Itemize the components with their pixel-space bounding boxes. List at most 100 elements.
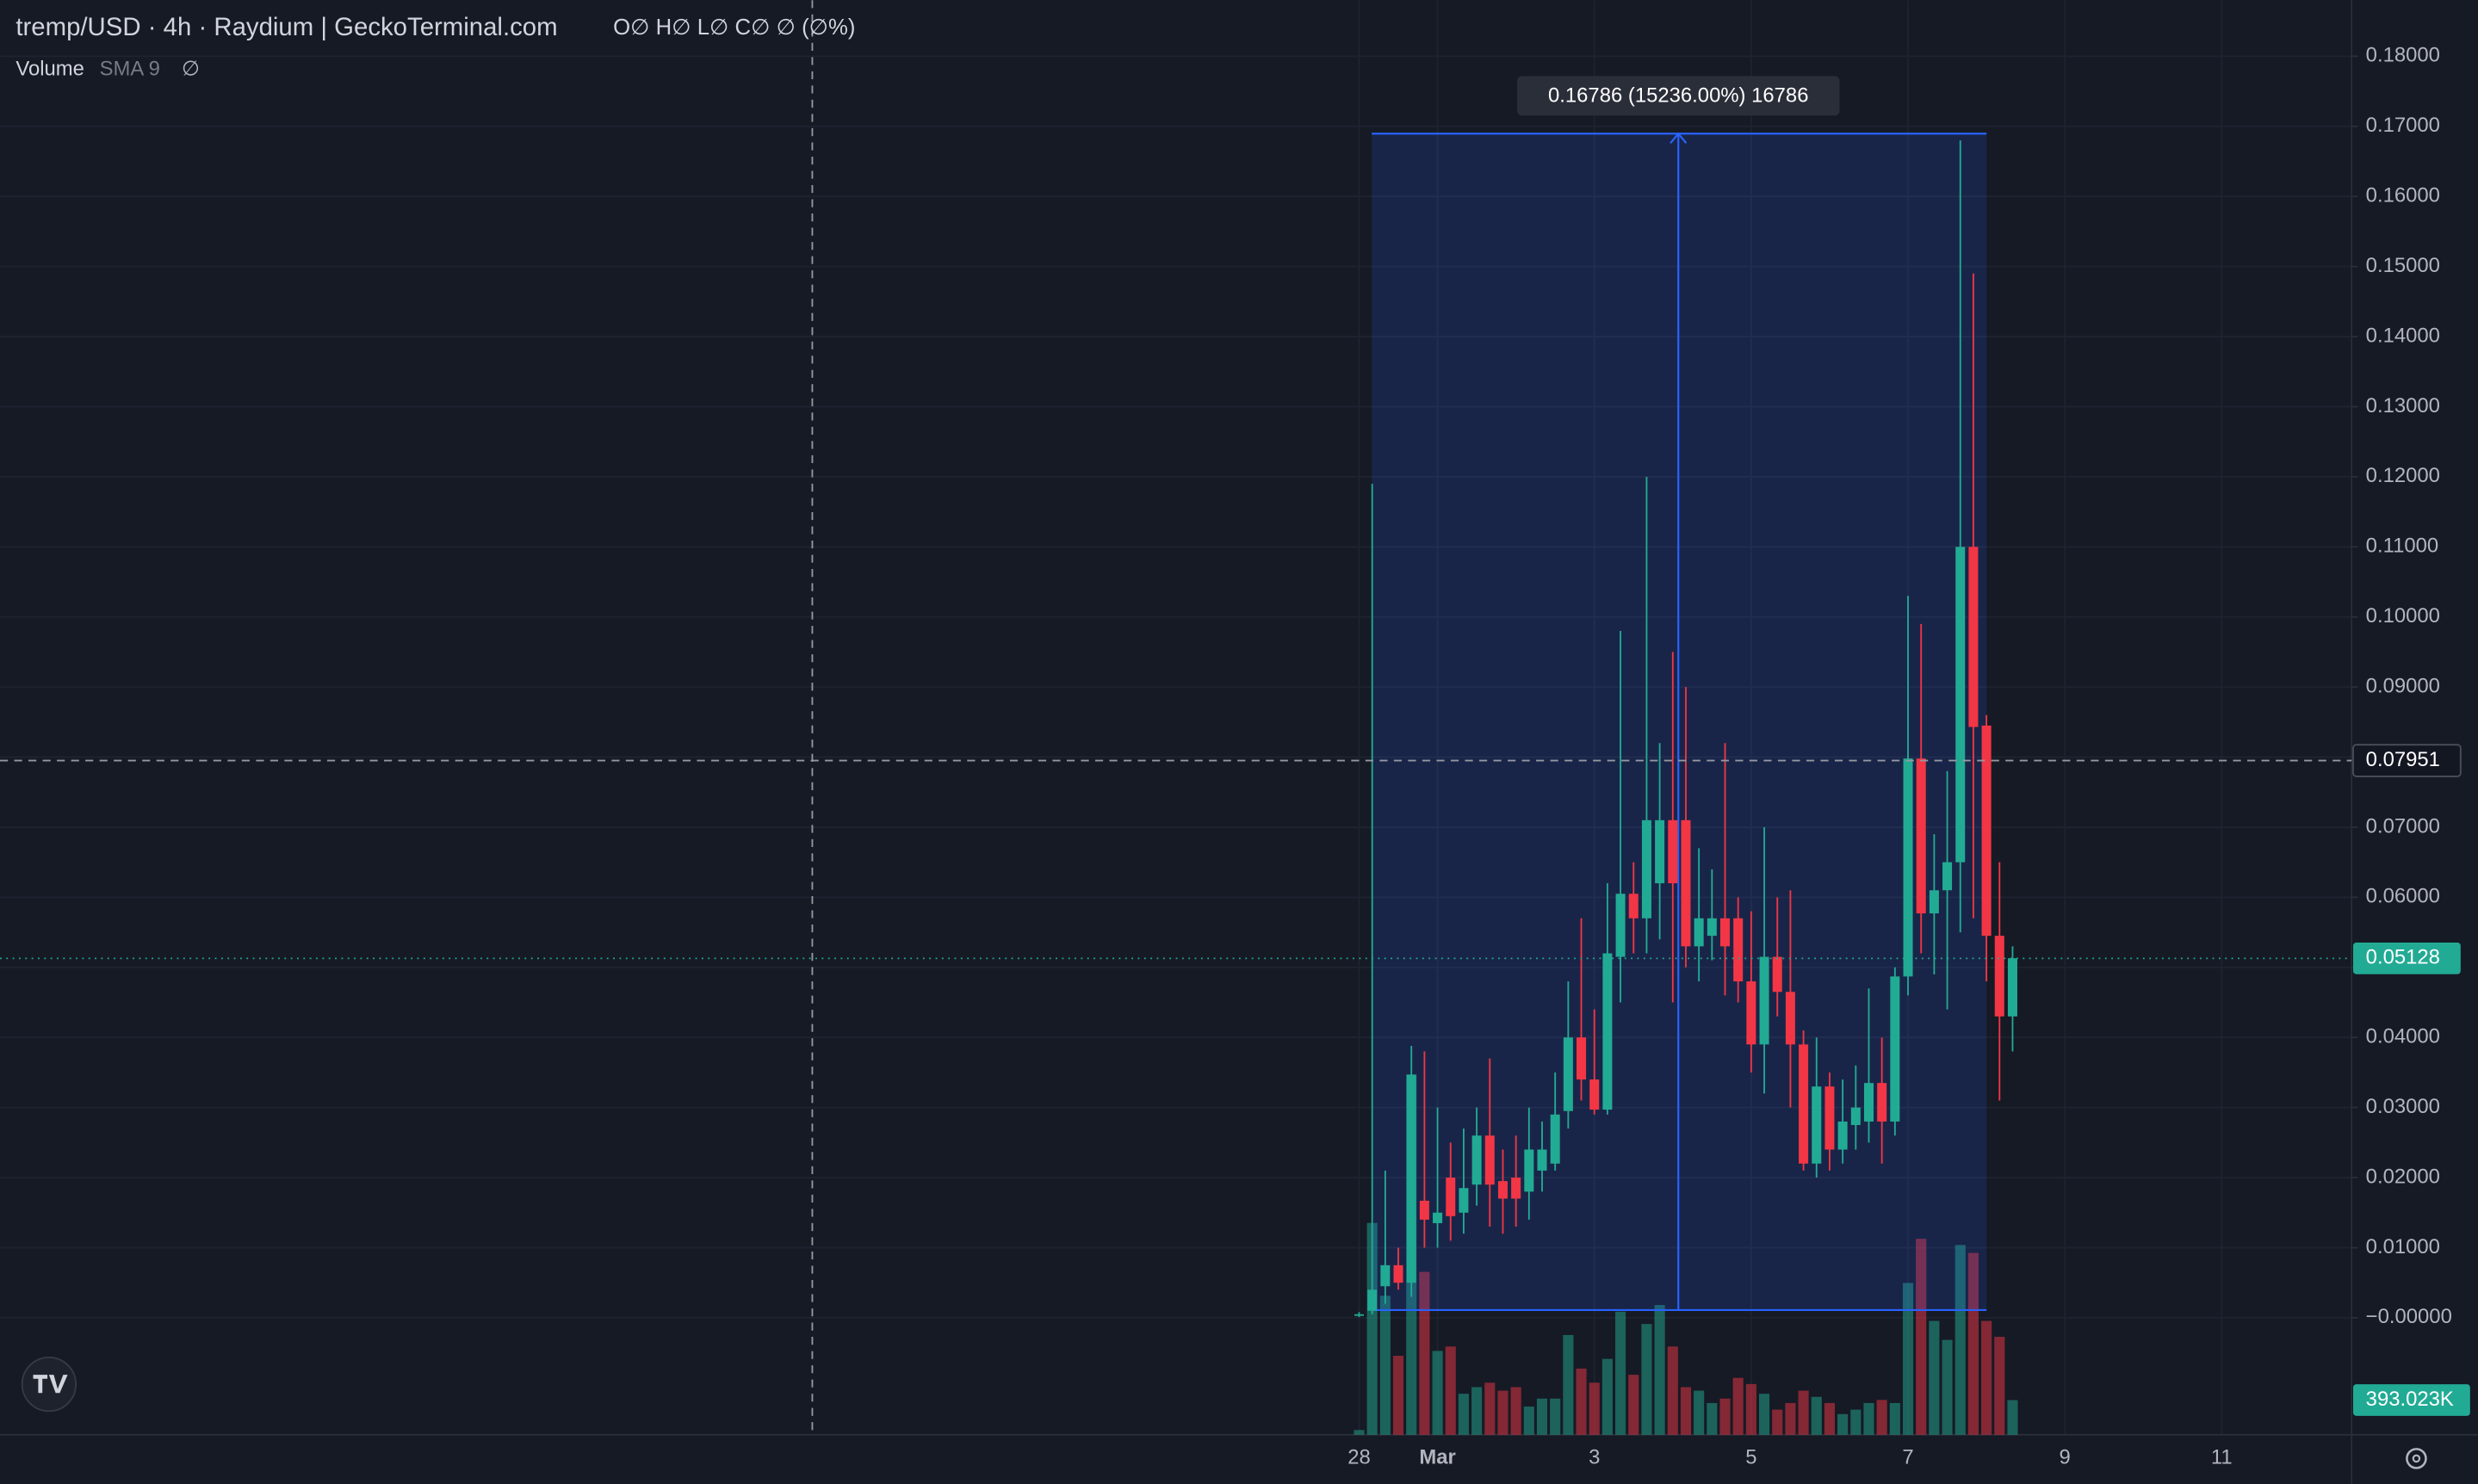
volume-bar [1523,1407,1534,1435]
volume-bar [1419,1271,1430,1435]
candle-body [1433,1212,1443,1223]
volume-bar [1719,1398,1731,1435]
volume-bar [1432,1351,1443,1435]
volume-bar [1366,1222,1378,1435]
measure-arrowhead [1670,132,1688,144]
settings-icon[interactable] [2406,1448,2427,1469]
candle-body [1720,918,1731,947]
candle-body [1537,1149,1547,1171]
volume-bar [1536,1398,1548,1435]
candle-body [1968,547,1979,727]
volume-bar [1392,1356,1404,1435]
volume-bar [1745,1383,1756,1435]
indicator-name[interactable]: Volume [15,57,84,80]
volume-bar [1576,1368,1587,1435]
y-tick-label: −0.00000 [2366,1305,2452,1328]
candle-body [1497,1181,1508,1199]
volume-bar [1354,1430,1365,1435]
tradingview-logo[interactable] [21,1356,77,1413]
volume-bar [1837,1413,1849,1435]
candle-body [1903,758,1913,977]
x-tick-label: 7 [1902,1446,1913,1469]
y-tick-label: 0.09000 [2366,674,2440,697]
volume-bar [1981,1320,1992,1435]
x-tick-label: 28 [1347,1446,1371,1469]
volume-bar [1863,1402,1874,1435]
crosshair-price-label: 0.07951 [2366,748,2440,771]
y-tick-label: 0.16000 [2366,184,2440,207]
y-tick-label: 0.15000 [2366,254,2440,277]
candle-body [1916,758,1926,914]
candle-body [1799,1044,1809,1164]
volume-bar [1967,1252,1979,1435]
candle-body [1981,725,1992,937]
logo-circle[interactable] [21,1356,77,1413]
candle-body [1550,1114,1560,1164]
volume-bar [1732,1377,1744,1435]
settings-icon-center [2412,1454,2421,1463]
volume-bar [1772,1409,1783,1435]
volume-bar [1942,1339,1953,1435]
volume-bar [1889,1402,1900,1435]
volume-bar [1654,1305,1665,1435]
measure-label: 0.16786 (15236.00%) 16786 [1548,84,1808,108]
indicator-params: SMA 9 [100,57,160,80]
volume-bar [1902,1283,1914,1435]
volume-bar [1484,1382,1496,1435]
candle-body [1380,1264,1391,1287]
volume-bar [1379,1295,1391,1435]
x-tick-label: Mar [1419,1446,1455,1469]
candle-body [1563,1037,1573,1111]
candle-body [1354,1314,1365,1316]
volume-bar [1471,1387,1483,1435]
crosshair-price-box [2352,744,2462,777]
y-tick-label: 0.06000 [2366,885,2440,908]
volume-bar [1641,1324,1652,1435]
y-tick-label: 0.10000 [2366,604,2440,628]
logo-mark [33,1375,68,1394]
candle-body [1589,1079,1600,1110]
volume-bar [1850,1409,1862,1435]
volume-bar [2007,1400,2018,1435]
volume-bar [1601,1358,1613,1435]
plot-area [1354,132,2018,1435]
x-tick-label: 11 [2211,1446,2233,1469]
candle-body [1955,547,1966,863]
candle-body [1628,893,1639,918]
candle-body [1615,893,1626,957]
y-tick-label: 0.01000 [2366,1235,2440,1258]
candle-body [1459,1188,1469,1213]
volume-bar [1628,1375,1639,1435]
candle-body [1890,976,1900,1122]
y-tick-label: 0.14000 [2366,324,2440,347]
volume-bar [1916,1239,1927,1435]
volume-bar [1758,1394,1770,1435]
volume-bar [1929,1320,1940,1435]
candle-body [1406,1074,1416,1283]
last-price-box [2352,943,2461,974]
volume-bar [1824,1402,1836,1435]
candle-body [1471,1135,1482,1185]
y-tick-label: 0.03000 [2366,1095,2440,1118]
candle-body [1850,1107,1861,1125]
volume-bar [1563,1334,1574,1435]
candle-body [1994,936,2004,1017]
settings-button[interactable] [2406,1448,2427,1469]
candle-body [2007,958,2017,1017]
volume-bar [1680,1387,1692,1435]
candle-body [1393,1264,1403,1283]
volume-bar [1707,1402,1718,1435]
y-tick-label: 0.02000 [2366,1165,2440,1188]
x-tick-label: 5 [1745,1446,1756,1469]
volume-bar [1955,1245,1966,1435]
candle-body [1681,819,1691,947]
volume-bar [1615,1311,1626,1435]
y-tick-label: 0.13000 [2366,394,2440,417]
volume-bar [1550,1398,1561,1435]
candle-body [1602,953,1613,1110]
volume-label-box [2352,1384,2470,1416]
volume-label: 393.023K [2366,1388,2454,1411]
candle-body [1707,918,1717,937]
volume-bar [1811,1396,1822,1435]
